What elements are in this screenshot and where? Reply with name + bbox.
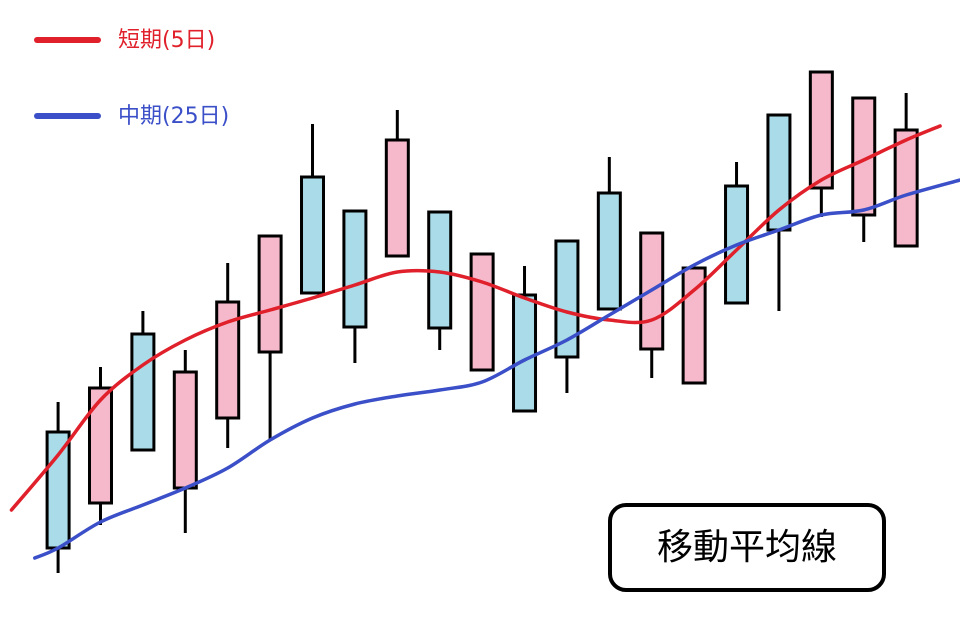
moving-average-line — [33, 178, 960, 560]
lines — [9, 124, 960, 560]
moving-average-line — [9, 124, 942, 512]
candle-body — [554, 239, 580, 359]
legend: 短期(5日) 中期(25日) — [34, 28, 229, 129]
annotation: 移動平均線 — [657, 527, 837, 568]
candle-body — [808, 70, 834, 190]
candle-body — [130, 332, 156, 452]
candle-body — [87, 386, 113, 505]
candle-body — [596, 191, 622, 311]
legend-label: 短期(5日) — [118, 28, 215, 53]
candle-body — [384, 138, 410, 258]
candle-body — [893, 128, 919, 248]
candle-body — [172, 370, 198, 490]
candle-body — [342, 209, 368, 329]
candle-body — [45, 430, 71, 550]
annotation-box — [608, 503, 886, 592]
candle-body — [300, 175, 326, 295]
candle-body — [215, 300, 241, 420]
legend-label: 中期(25日) — [118, 104, 229, 129]
candle-body — [512, 293, 538, 413]
candle-body — [766, 113, 792, 232]
candle-body — [257, 234, 283, 354]
candle-body — [469, 252, 495, 372]
